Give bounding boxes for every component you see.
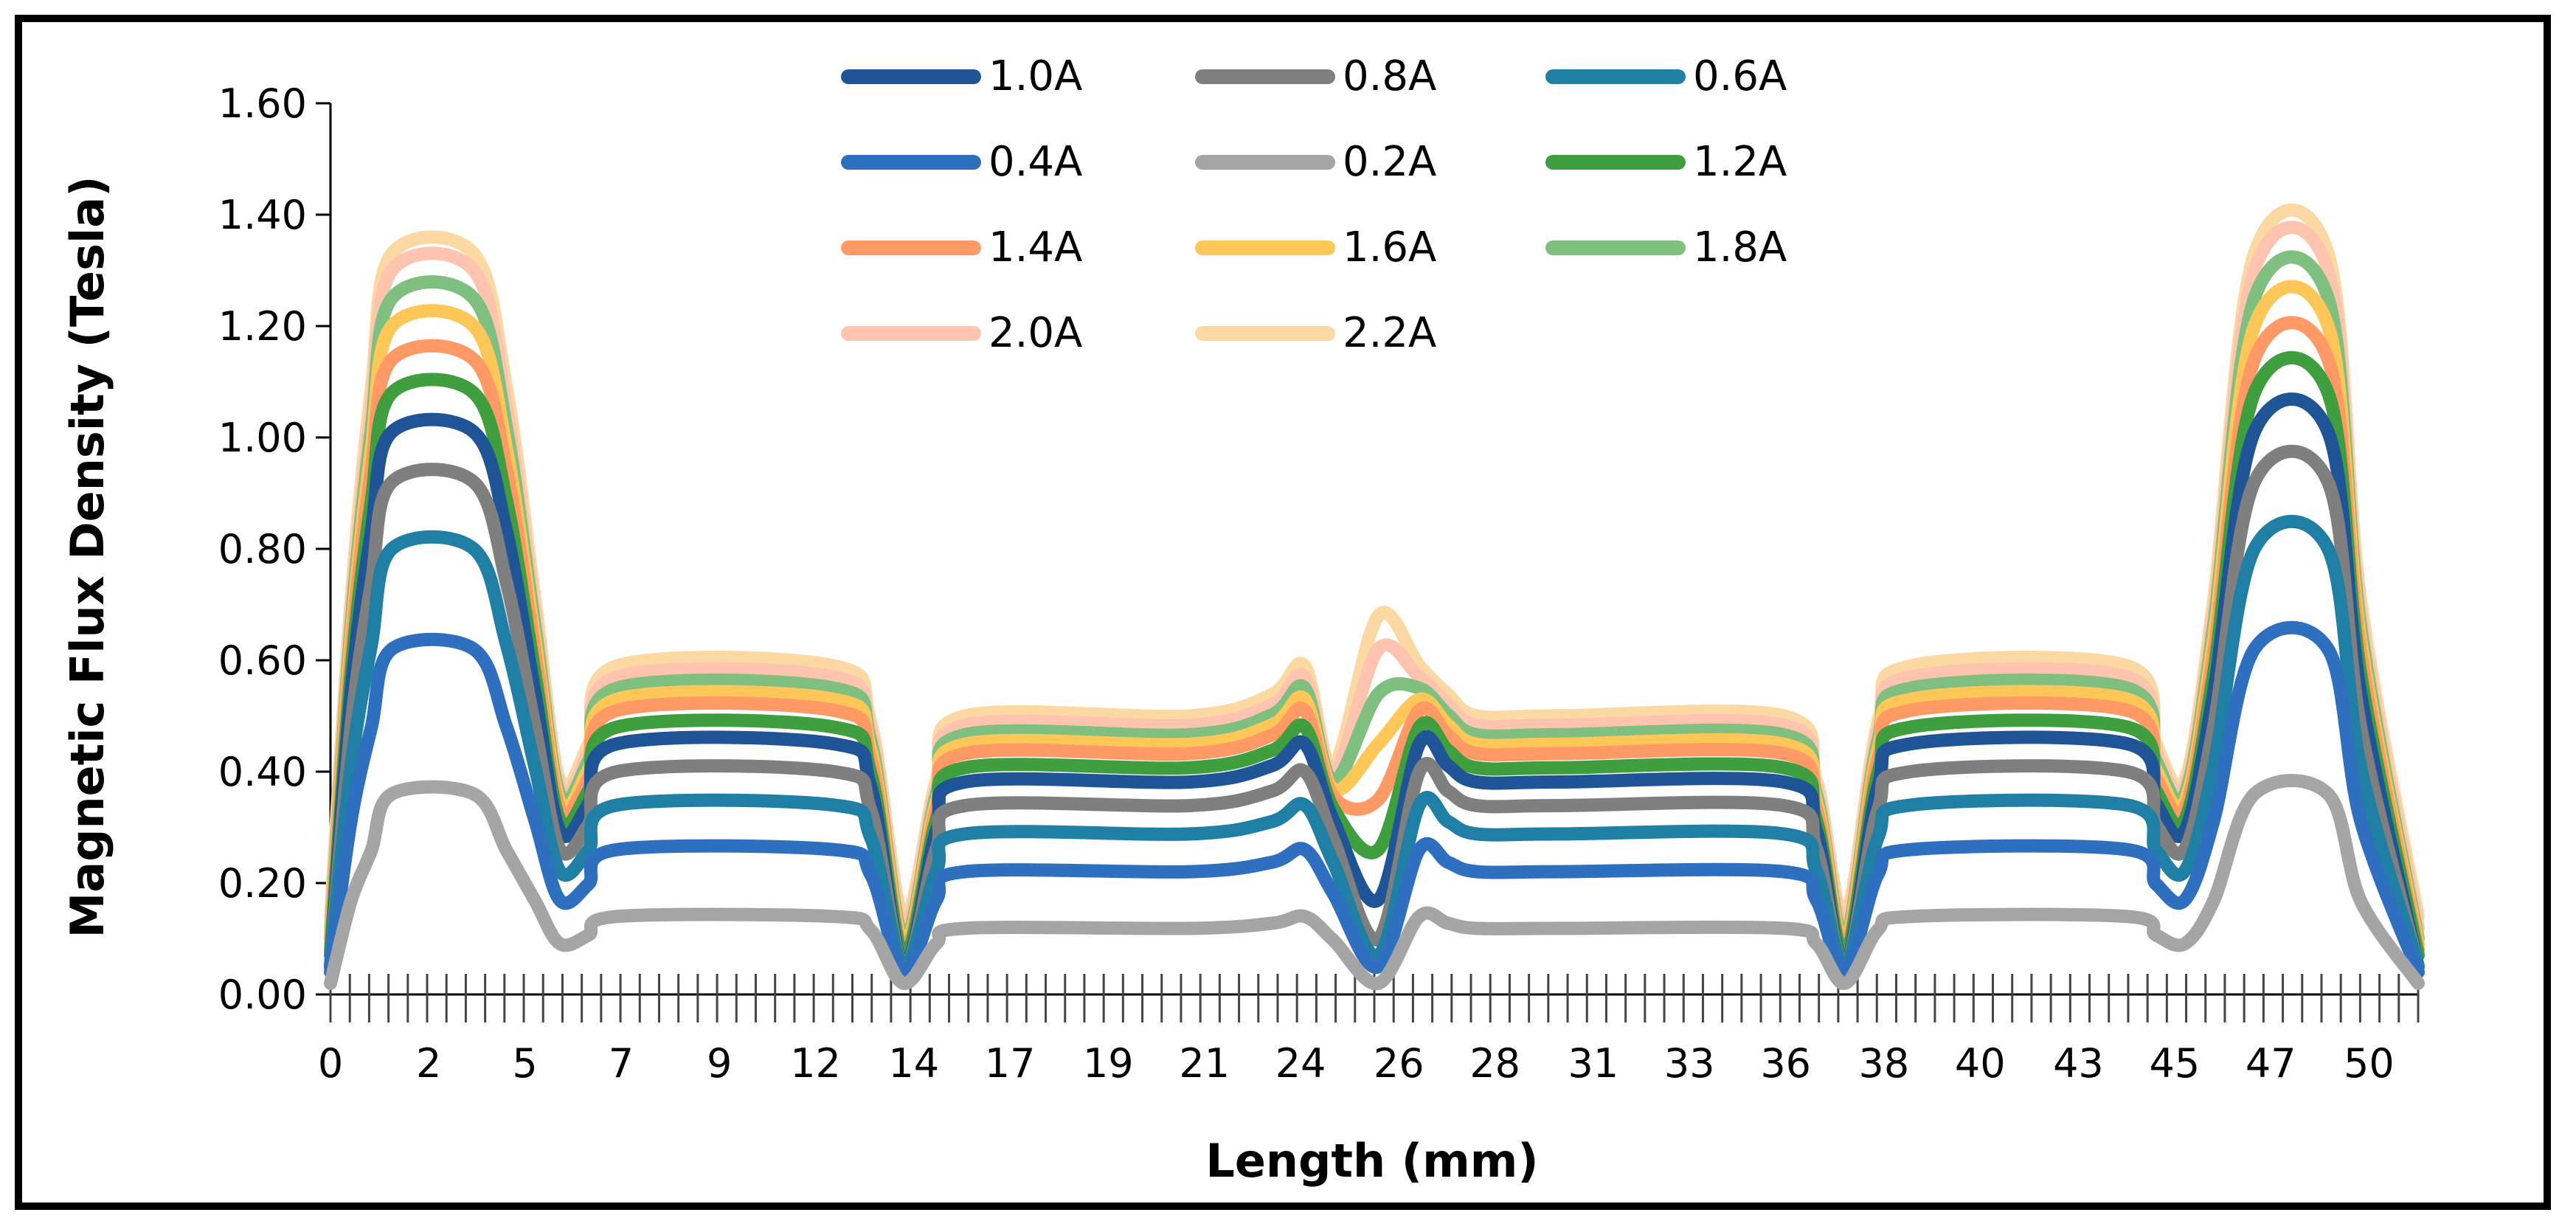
y-axis-title: Magnetic Flux Density (Tesla) [60,176,114,938]
x-tick-label: 5 [512,1040,537,1087]
legend-label-2.2A: 2.2A [1343,309,1436,357]
x-axis-title: Length (mm) [1205,1134,1538,1188]
x-tick-label: 45 [2149,1040,2200,1087]
x-tick-label: 40 [1955,1040,2006,1087]
legend-label-2.0A: 2.0A [988,309,1082,357]
series-line-0.2A [324,774,2425,990]
x-tick-label: 50 [2344,1040,2395,1087]
series-lines [324,204,2425,990]
series-line-1.8A [324,250,2425,946]
x-axis: 0 2 5 7 9 12 14 17 19 21 24 26 28 31 33 36 38 40 43 45 47 50 [318,974,2420,1087]
y-tick-label: 1.20 [218,303,307,350]
x-tick-label: 14 [888,1040,939,1087]
x-tick-label: 43 [2053,1040,2104,1087]
x-tick-label: 47 [2246,1040,2296,1087]
y-tick-label: 0.00 [218,972,307,1018]
y-tick-label: 0.80 [218,526,307,572]
y-tick-label: 1.00 [218,415,307,461]
x-tick-label: 12 [790,1040,841,1087]
y-tick-label: 1.40 [218,192,307,238]
x-tick-label: 9 [707,1040,732,1087]
x-tick-label: 0 [318,1040,343,1087]
legend-label-0.8A: 0.8A [1343,52,1436,100]
x-tick-label: 28 [1469,1040,1520,1087]
legend-label-1.6A: 1.6A [1343,224,1436,271]
x-tick-label: 31 [1568,1040,1619,1087]
legend: 1.0A 0.8A 0.6A 0.4A 0.2A 1.2A 1.4A 1.6A 1.8A 2.0A… [841,52,1787,357]
y-tick-label: 0.60 [218,637,307,684]
x-tick-label: 38 [1858,1040,1909,1087]
x-tick-label: 2 [416,1040,441,1087]
legend-label-0.6A: 0.6A [1693,52,1787,100]
x-tick-label: 36 [1760,1040,1811,1087]
x-tick-label: 7 [609,1040,634,1087]
legend-label-1.4A: 1.4A [988,224,1082,271]
x-tick-label: 19 [1083,1040,1134,1087]
series-line-0.6A [324,515,2425,974]
series-line-0.4A [324,620,2425,979]
legend-label-0.2A: 0.2A [1343,138,1436,186]
legend-label-1.8A: 1.8A [1693,224,1787,271]
legend-label-1.0A: 1.0A [988,52,1082,100]
legend-label-0.4A: 0.4A [988,138,1082,186]
x-tick-label: 26 [1374,1040,1424,1087]
x-tick-label: 17 [985,1040,1036,1087]
legend-label-1.2A: 1.2A [1693,138,1787,186]
x-tick-label: 24 [1275,1040,1326,1087]
y-tick-label: 1.60 [218,80,307,127]
x-tick-label: 33 [1664,1040,1715,1087]
y-tick-label: 0.40 [218,749,307,795]
y-tick-label: 0.20 [218,860,307,907]
y-axis: 0.00 0.20 0.40 0.60 0.80 1.00 1.20 1.40 1.60 [218,80,332,1018]
x-tick-label: 21 [1179,1040,1230,1087]
